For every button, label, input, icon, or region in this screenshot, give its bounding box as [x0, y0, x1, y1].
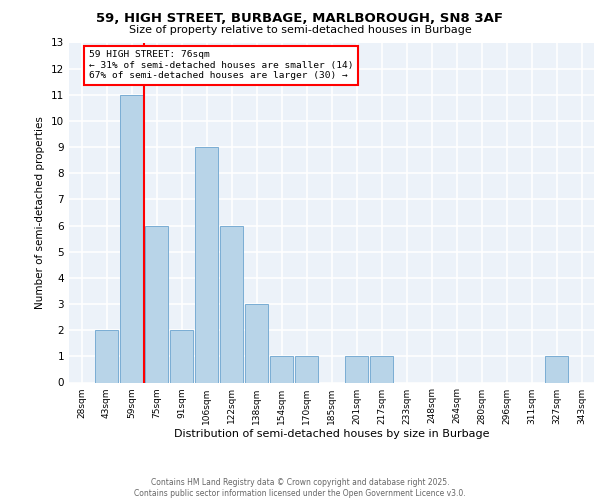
Bar [245, 304, 268, 382]
Bar [170, 330, 193, 382]
Y-axis label: Number of semi-detached properties: Number of semi-detached properties [35, 116, 46, 309]
Text: Contains HM Land Registry data © Crown copyright and database right 2025.
Contai: Contains HM Land Registry data © Crown c… [134, 478, 466, 498]
Bar [295, 356, 319, 382]
X-axis label: Distribution of semi-detached houses by size in Burbage: Distribution of semi-detached houses by … [174, 430, 489, 440]
Bar [194, 147, 218, 382]
Text: 59, HIGH STREET, BURBAGE, MARLBOROUGH, SN8 3AF: 59, HIGH STREET, BURBAGE, MARLBOROUGH, S… [97, 12, 503, 26]
Text: Size of property relative to semi-detached houses in Burbage: Size of property relative to semi-detach… [128, 25, 472, 35]
Bar [344, 356, 368, 382]
Text: 59 HIGH STREET: 76sqm
← 31% of semi-detached houses are smaller (14)
67% of semi: 59 HIGH STREET: 76sqm ← 31% of semi-deta… [89, 50, 353, 80]
Bar [269, 356, 293, 382]
Bar [145, 226, 169, 382]
Bar [545, 356, 568, 382]
Bar [370, 356, 394, 382]
Bar [95, 330, 118, 382]
Bar [220, 226, 244, 382]
Bar [119, 95, 143, 382]
